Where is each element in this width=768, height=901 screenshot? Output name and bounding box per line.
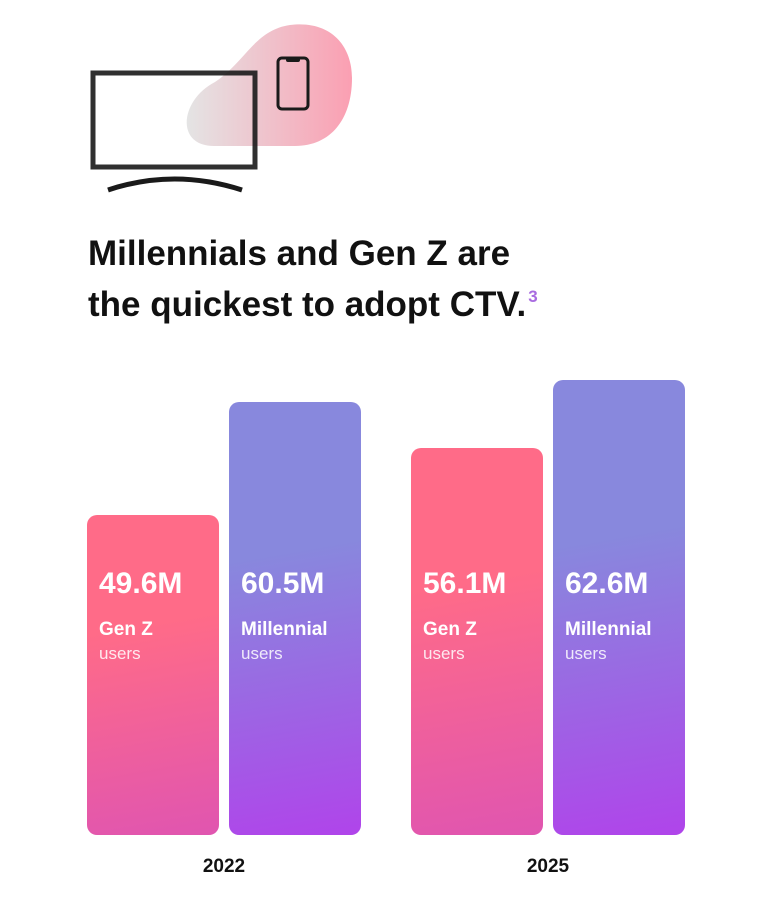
series-sublabel: users: [565, 643, 607, 663]
series-label: Millennial: [565, 618, 652, 640]
data-label: 56.1M: [423, 566, 507, 600]
series-label: Millennial: [241, 618, 328, 640]
bar-millennial-2022: 60.5M Millennial users: [229, 401, 361, 835]
smartphone-icon: [276, 56, 310, 111]
footnote-marker: 3: [528, 287, 538, 306]
bar-millennial-2025: 62.6M Millennial users: [553, 379, 685, 835]
series-sublabel: users: [99, 643, 141, 663]
title-line-1: Millennials and Gen Z are: [88, 228, 538, 279]
tv-phone-illustration: [90, 24, 352, 193]
data-label: 49.6M: [99, 566, 183, 600]
x-tick-label: 2022: [202, 856, 246, 877]
series-label: Gen Z: [423, 618, 477, 640]
data-label: 60.5M: [241, 566, 325, 600]
title-line-2: the quickest to adopt CTV. 3: [88, 279, 538, 330]
bar-gen-z-2022: 49.6M Gen Z users: [87, 515, 219, 835]
series-sublabel: users: [241, 643, 283, 663]
title-line-2-text: the quickest to adopt CTV.: [88, 285, 527, 324]
bar-gen-z-2025: 56.1M Gen Z users: [411, 447, 543, 835]
title-line-1-text: Millennials and Gen Z are: [88, 234, 511, 273]
x-tick-label: 2025: [526, 856, 570, 877]
chart-title: Millennials and Gen Z are the quickest to…: [88, 228, 538, 330]
blob-shape: [186, 24, 352, 146]
data-label: 62.6M: [565, 566, 649, 600]
tv-icon: [90, 70, 258, 193]
series-label: Gen Z: [99, 618, 153, 640]
series-sublabel: users: [423, 643, 465, 663]
